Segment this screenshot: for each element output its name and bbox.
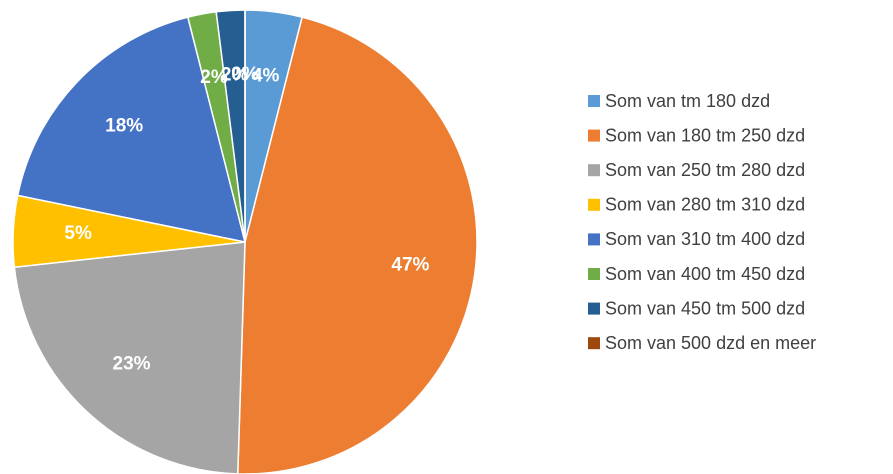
- legend-swatch: [588, 198, 600, 211]
- legend-label: Som van 450 tm 500 dzd: [605, 298, 805, 318]
- legend-label: Som van tm 180 dzd: [605, 91, 770, 111]
- value-label: 5%: [64, 223, 92, 244]
- pie-slice: [237, 16, 478, 474]
- value-label: 18%: [105, 116, 143, 137]
- legend-swatch: [588, 95, 600, 107]
- legend-label: Som van 400 tm 450 dzd: [605, 264, 805, 284]
- legend-label: Som van 180 tm 250 dzd: [605, 125, 805, 145]
- legend-label: Som van 500 dzd en meer: [605, 333, 816, 353]
- value-label: 23%: [113, 354, 151, 375]
- legend-swatch: [588, 129, 600, 142]
- value-label: 0%: [231, 64, 259, 85]
- value-label: 4%: [252, 65, 280, 86]
- pie-slice: [16, 16, 247, 243]
- value-label: 47%: [391, 254, 429, 275]
- legend-swatch: [588, 164, 600, 177]
- legend-label: Som van 310 tm 400 dzd: [605, 229, 805, 249]
- legend-swatch: [588, 233, 600, 246]
- value-label: 2%: [200, 67, 228, 88]
- value-label: 2%: [221, 64, 249, 85]
- legend-swatch: [588, 302, 600, 315]
- pie-slice: [13, 241, 246, 474]
- legend-label: Som van 280 tm 310 dzd: [605, 195, 805, 215]
- legend-swatch: [588, 268, 600, 280]
- legend-label: Som van 250 tm 280 dzd: [605, 160, 805, 180]
- legend-swatch: [588, 337, 600, 350]
